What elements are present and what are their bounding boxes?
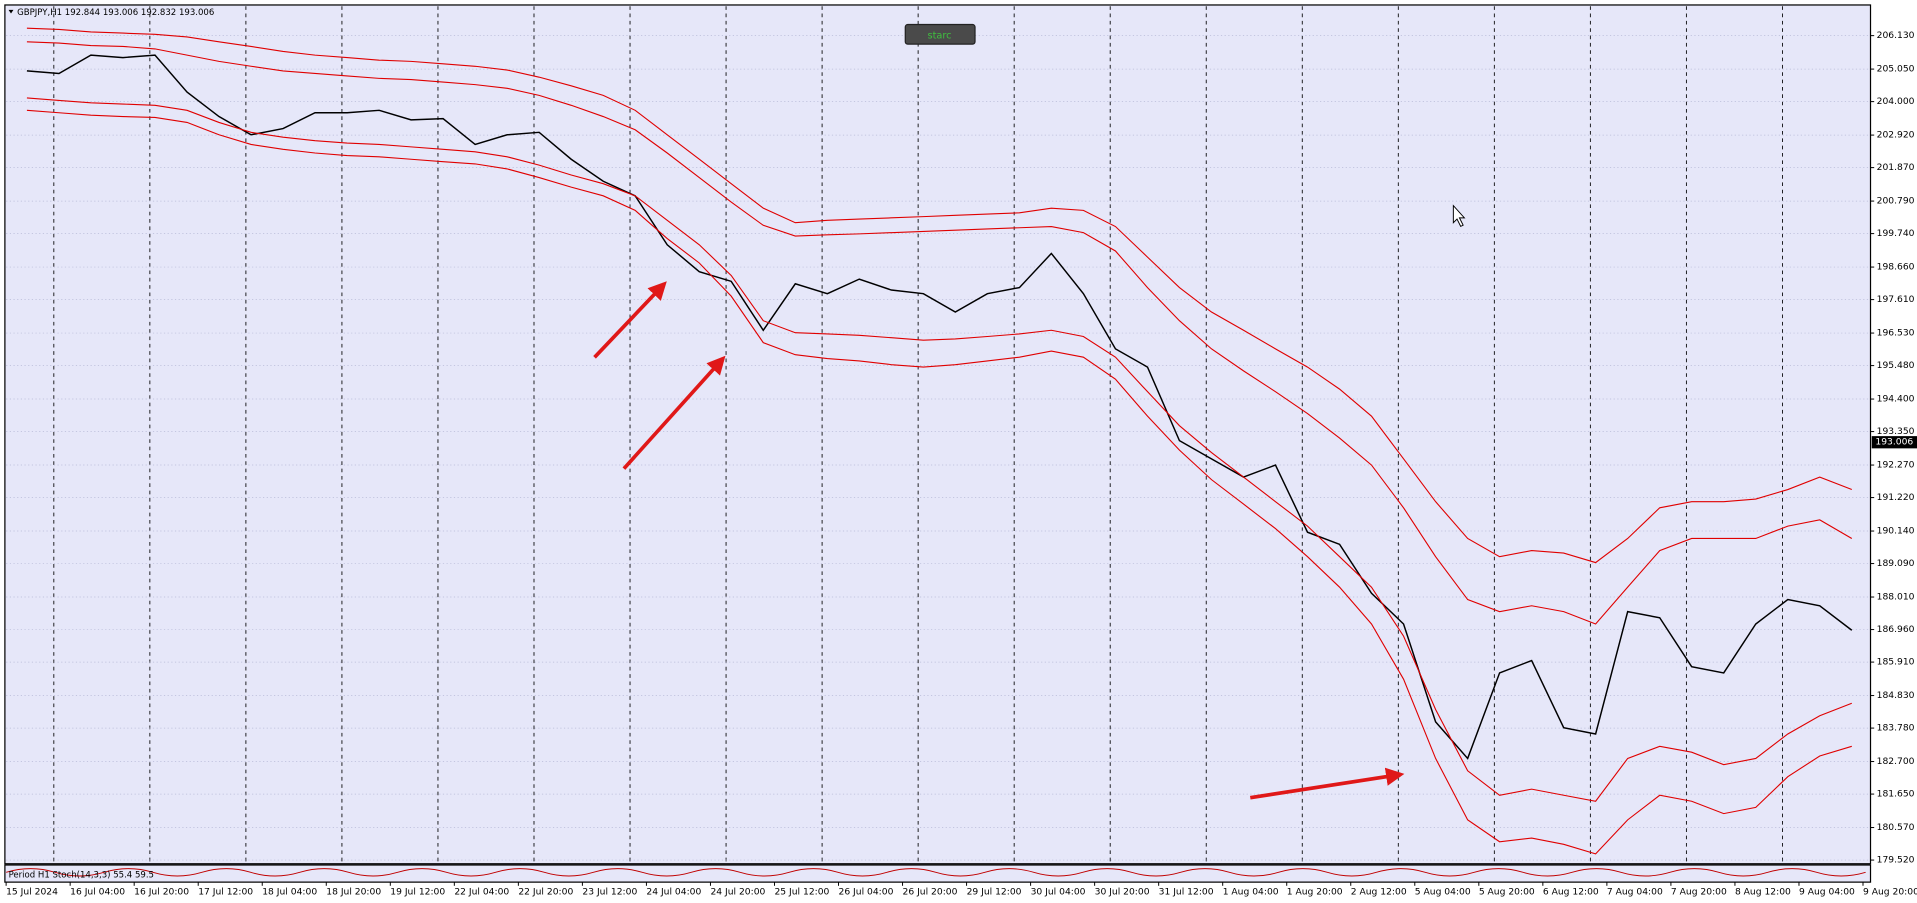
x-tick-label: 29 Jul 12:00: [967, 886, 1022, 897]
button-background[interactable]: [904, 23, 976, 45]
x-tick-label: 26 Jul 04:00: [839, 886, 894, 897]
mouse-cursor: [1452, 204, 1466, 228]
x-tick-label: 22 Jul 20:00: [518, 886, 573, 897]
y-tick-label: 180.570: [1877, 822, 1915, 833]
x-tick-label: 9 Aug 04:00: [1799, 886, 1855, 897]
y-tick-label: 200.790: [1877, 196, 1915, 207]
y-tick-label: 201.870: [1877, 162, 1915, 173]
x-tick-label: 5 Aug 20:00: [1479, 886, 1535, 897]
x-tick-label: 1 Aug 04:00: [1223, 886, 1279, 897]
band-line: [26, 109, 1852, 855]
x-tick-label: 30 Jul 20:00: [1095, 886, 1150, 897]
button-label[interactable]: starc: [927, 31, 951, 42]
x-tick-label: 7 Aug 20:00: [1671, 886, 1727, 897]
y-tick-label: 206.130: [1877, 30, 1915, 41]
x-tick-label: 24 Jul 20:00: [710, 886, 765, 897]
x-tick-label: 24 Jul 04:00: [646, 886, 701, 897]
x-tick-label: 17 Jul 12:00: [198, 886, 253, 897]
y-tick-label: 191.220: [1877, 492, 1915, 503]
x-tick-label: 26 Jul 20:00: [903, 886, 958, 897]
y-tick-label: 181.650: [1877, 789, 1915, 800]
y-tick-label: 195.480: [1877, 360, 1915, 371]
y-tick-label: 194.400: [1877, 394, 1915, 405]
x-tick-label: 18 Jul 04:00: [262, 886, 317, 897]
x-tick-label: 15 Jul 2024: [6, 886, 58, 897]
x-tick-label: 25 Jul 12:00: [774, 886, 829, 897]
band-line: [26, 97, 1852, 802]
indicator-line: [5, 868, 1866, 877]
y-tick-label: 179.520: [1877, 855, 1915, 866]
band-line: [26, 27, 1852, 564]
grid-layer: 206.130 205.050 204.000 202.920 201.870 200.7…: [5, 6, 1917, 897]
x-tick-label: 31 Jul 12:00: [1159, 886, 1214, 897]
x-tick-label: 16 Jul 20:00: [134, 886, 189, 897]
y-tick-label: 184.830: [1877, 690, 1915, 701]
y-tick-label: 188.010: [1877, 592, 1915, 603]
x-tick-label: 5 Aug 04:00: [1415, 886, 1471, 897]
y-tick-label: 192.270: [1877, 460, 1915, 471]
marks-layer: 193.006: [26, 27, 1917, 855]
x-tick-label: 30 Jul 04:00: [1031, 886, 1086, 897]
band-line: [26, 41, 1853, 625]
current-price-label: 193.006: [1875, 437, 1913, 448]
y-tick-label: 186.960: [1877, 624, 1915, 635]
arrow: [622, 355, 726, 470]
x-tick-label: 2 Aug 12:00: [1351, 886, 1407, 897]
indicator-label: Period H1 Stoch(14,3,3) 55.4 59.5: [9, 870, 154, 880]
y-tick-label: 185.910: [1877, 657, 1915, 668]
x-tick-label: 9 Aug 20:00: [1863, 886, 1917, 897]
indicator-panel: [4, 864, 1872, 883]
x-tick-label: 7 Aug 04:00: [1607, 886, 1663, 897]
x-tick-label: 6 Aug 12:00: [1543, 886, 1599, 897]
y-tick-label: 205.050: [1877, 64, 1915, 75]
y-tick-label: 202.920: [1877, 130, 1915, 141]
x-tick-label: 8 Aug 12:00: [1735, 886, 1791, 897]
x-tick-label: 18 Jul 20:00: [326, 886, 381, 897]
y-tick-label: 190.140: [1877, 526, 1915, 537]
x-tick-label: 22 Jul 04:00: [454, 886, 509, 897]
x-tick-label: 23 Jul 12:00: [582, 886, 637, 897]
x-tick-label: 19 Jul 12:00: [390, 886, 445, 897]
y-tick-label: 189.090: [1877, 558, 1915, 569]
y-tick-label: 193.350: [1877, 426, 1915, 437]
x-tick-label: 16 Jul 04:00: [70, 886, 125, 897]
starc-button[interactable]: starc: [904, 23, 976, 45]
y-tick-label: 199.740: [1877, 228, 1915, 239]
y-tick-label: 196.530: [1877, 328, 1915, 339]
price-line: [26, 54, 1853, 760]
y-tick-label: 198.660: [1877, 262, 1915, 273]
y-tick-label: 197.610: [1877, 294, 1915, 305]
current-price-box: [1871, 436, 1917, 449]
chart-title: GBPJPY,H1 192.844 193.006 192.832 193.00…: [17, 8, 214, 18]
arrow: [1249, 767, 1405, 800]
y-tick-label: 183.780: [1877, 723, 1915, 734]
arrow: [593, 281, 667, 359]
title-triangle: [8, 9, 14, 14]
y-tick-label: 182.700: [1877, 756, 1915, 767]
y-tick-label: 204.000: [1877, 96, 1915, 107]
x-tick-label: 1 Aug 20:00: [1287, 886, 1343, 897]
